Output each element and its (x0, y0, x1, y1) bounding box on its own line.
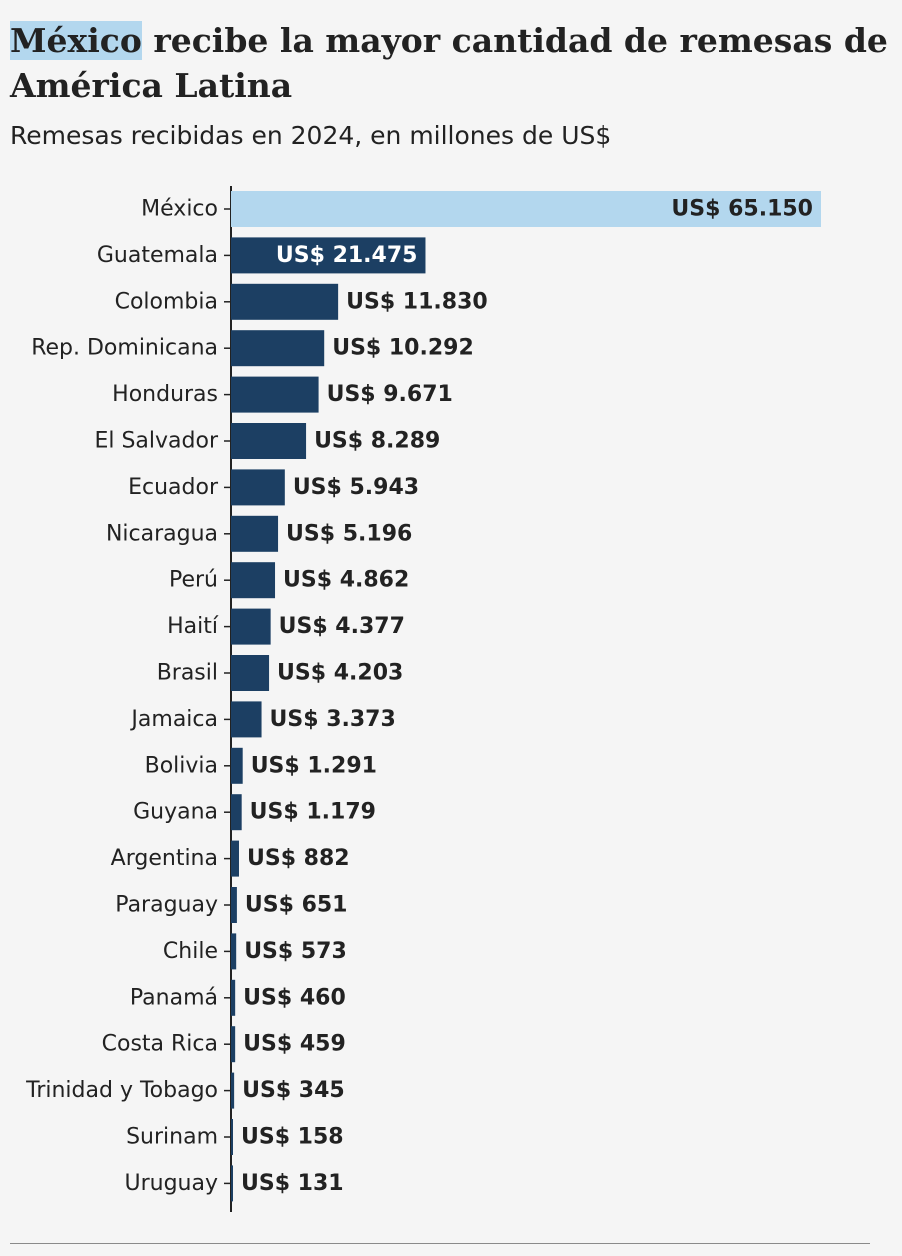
bar-nicaragua (231, 515, 279, 552)
footer-divider (10, 1243, 870, 1244)
value-label-rep-dominicana: US$ 10.292 (332, 336, 474, 361)
category-label-ecuador: Ecuador (128, 475, 219, 500)
value-label-peru: US$ 4.862 (283, 568, 409, 593)
bar-jamaica (231, 701, 262, 738)
value-label-nicaragua: US$ 5.196 (286, 521, 412, 546)
category-label-chile: Chile (163, 939, 218, 964)
bar-guyana (231, 794, 242, 831)
value-label-colombia: US$ 11.830 (346, 289, 488, 314)
chart-subtitle: Remesas recibidas en 2024, en millones d… (10, 121, 612, 150)
bar-panama (231, 979, 236, 1016)
category-label-costa-rica: Costa Rica (102, 1032, 218, 1057)
bar-el-salvador (231, 423, 307, 459)
value-label-argentina: US$ 882 (247, 846, 350, 871)
chart-title: México recibe la mayor cantidad de remes… (10, 18, 890, 108)
value-label-surinam: US$ 158 (241, 1125, 344, 1150)
bar-haiti (231, 608, 271, 645)
category-label-jamaica: Jamaica (129, 707, 218, 732)
bar-surinam (231, 1119, 233, 1155)
value-label-panama: US$ 460 (243, 985, 346, 1010)
bar-brasil (231, 655, 270, 691)
category-label-argentina: Argentina (111, 846, 218, 871)
category-label-guyana: Guyana (133, 800, 218, 825)
value-label-haiti: US$ 4.377 (279, 614, 405, 639)
value-label-guatemala: US$ 21.475 (276, 243, 418, 268)
category-label-surinam: Surinam (126, 1125, 218, 1150)
bar-guatemala (231, 237, 426, 274)
category-label-uruguay: Uruguay (125, 1171, 219, 1196)
category-label-mexico: México (141, 197, 218, 222)
category-label-honduras: Honduras (112, 382, 218, 407)
value-label-paraguay: US$ 651 (245, 893, 348, 918)
bar-honduras (231, 376, 319, 413)
bar-costa-rica (231, 1026, 236, 1063)
value-label-mexico: US$ 65.150 (671, 197, 813, 222)
category-label-paraguay: Paraguay (115, 893, 218, 918)
bar-argentina (231, 840, 239, 877)
category-label-brasil: Brasil (157, 661, 218, 686)
bar-colombia (231, 283, 339, 320)
bar-trinidad-y-tobago (231, 1072, 235, 1109)
bar-ecuador (231, 469, 285, 506)
category-label-haiti: Haití (167, 614, 219, 639)
bar-rep-dominicana (231, 330, 325, 367)
category-label-bolivia: Bolivia (145, 753, 218, 778)
value-label-ecuador: US$ 5.943 (293, 475, 419, 500)
title-rest: recibe la mayor cantidad de remesas de A… (10, 21, 888, 105)
title-highlight: México (10, 21, 142, 60)
bar-uruguay (231, 1165, 233, 1202)
value-label-el-salvador: US$ 8.289 (314, 429, 440, 454)
category-label-trinidad-y-tobago: Trinidad y Tobago (25, 1078, 218, 1103)
value-label-trinidad-y-tobago: US$ 345 (242, 1078, 345, 1103)
value-label-jamaica: US$ 3.373 (270, 707, 396, 732)
bar-peru (231, 562, 276, 599)
category-label-peru: Perú (169, 568, 218, 593)
category-label-el-salvador: El Salvador (94, 429, 218, 454)
category-label-rep-dominicana: Rep. Dominicana (31, 336, 218, 361)
bar-chile (231, 933, 237, 970)
category-label-nicaragua: Nicaragua (106, 521, 218, 546)
category-label-colombia: Colombia (115, 289, 218, 314)
value-label-costa-rica: US$ 459 (243, 1032, 346, 1057)
value-label-bolivia: US$ 1.291 (251, 753, 377, 778)
bar-paraguay (231, 887, 237, 923)
bar-bolivia (231, 747, 243, 784)
value-label-uruguay: US$ 131 (241, 1171, 344, 1196)
value-label-chile: US$ 573 (244, 939, 347, 964)
category-label-panama: Panamá (130, 985, 218, 1010)
category-label-guatemala: Guatemala (97, 243, 218, 268)
value-label-brasil: US$ 4.203 (277, 661, 403, 686)
value-label-guyana: US$ 1.179 (250, 800, 376, 825)
bar-mexico (231, 191, 821, 227)
value-label-honduras: US$ 9.671 (327, 382, 453, 407)
